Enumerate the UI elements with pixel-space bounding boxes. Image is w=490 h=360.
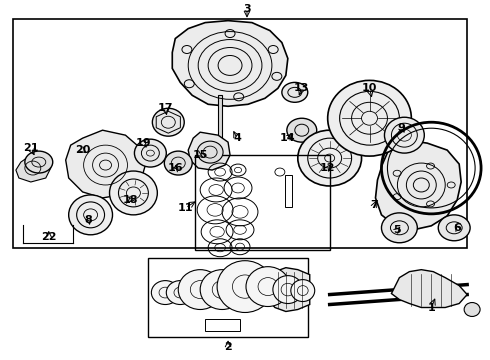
Text: 20: 20 (75, 145, 90, 155)
Ellipse shape (69, 195, 113, 235)
Polygon shape (392, 270, 467, 307)
Polygon shape (375, 140, 461, 230)
Polygon shape (218, 95, 222, 140)
Ellipse shape (178, 270, 222, 310)
Ellipse shape (328, 80, 412, 156)
Text: 11: 11 (177, 203, 193, 213)
Text: 3: 3 (243, 4, 251, 14)
Text: 22: 22 (41, 232, 56, 242)
Ellipse shape (134, 139, 166, 167)
Bar (195, 155, 330, 250)
Text: 6: 6 (453, 223, 461, 233)
Text: 9: 9 (397, 123, 405, 133)
Text: 13: 13 (294, 84, 310, 93)
Bar (13, 19, 467, 248)
Text: 4: 4 (233, 133, 241, 143)
Ellipse shape (151, 280, 179, 305)
Text: 21: 21 (23, 143, 39, 153)
Bar (285, 175, 292, 207)
Text: 14: 14 (280, 133, 295, 143)
Polygon shape (188, 132, 230, 170)
Ellipse shape (197, 141, 223, 163)
Text: 8: 8 (85, 215, 93, 225)
Ellipse shape (273, 276, 303, 303)
Ellipse shape (246, 267, 290, 306)
Polygon shape (66, 130, 146, 198)
Text: 16: 16 (168, 163, 183, 173)
Polygon shape (268, 268, 310, 311)
Ellipse shape (25, 151, 53, 173)
Ellipse shape (385, 117, 424, 153)
Text: 18: 18 (122, 195, 138, 205)
Ellipse shape (217, 261, 273, 312)
Ellipse shape (464, 302, 480, 316)
Ellipse shape (287, 118, 317, 142)
Ellipse shape (166, 280, 194, 305)
Polygon shape (172, 21, 288, 106)
Ellipse shape (164, 151, 192, 175)
Ellipse shape (438, 215, 470, 241)
Ellipse shape (152, 108, 184, 136)
Bar (148, 258, 308, 337)
Text: 7: 7 (370, 200, 378, 210)
Text: 10: 10 (362, 84, 377, 93)
Ellipse shape (282, 82, 308, 102)
Text: 19: 19 (136, 138, 151, 148)
Text: 12: 12 (320, 163, 336, 173)
Ellipse shape (291, 280, 315, 302)
Text: 15: 15 (193, 150, 208, 160)
Polygon shape (16, 155, 51, 182)
Text: 5: 5 (393, 225, 401, 235)
Text: 2: 2 (224, 342, 232, 352)
Ellipse shape (110, 171, 157, 215)
Ellipse shape (382, 213, 417, 243)
Ellipse shape (200, 270, 244, 310)
Bar (205, 319, 240, 332)
Text: 1: 1 (427, 302, 435, 312)
Text: 17: 17 (158, 103, 173, 113)
Ellipse shape (298, 130, 362, 186)
